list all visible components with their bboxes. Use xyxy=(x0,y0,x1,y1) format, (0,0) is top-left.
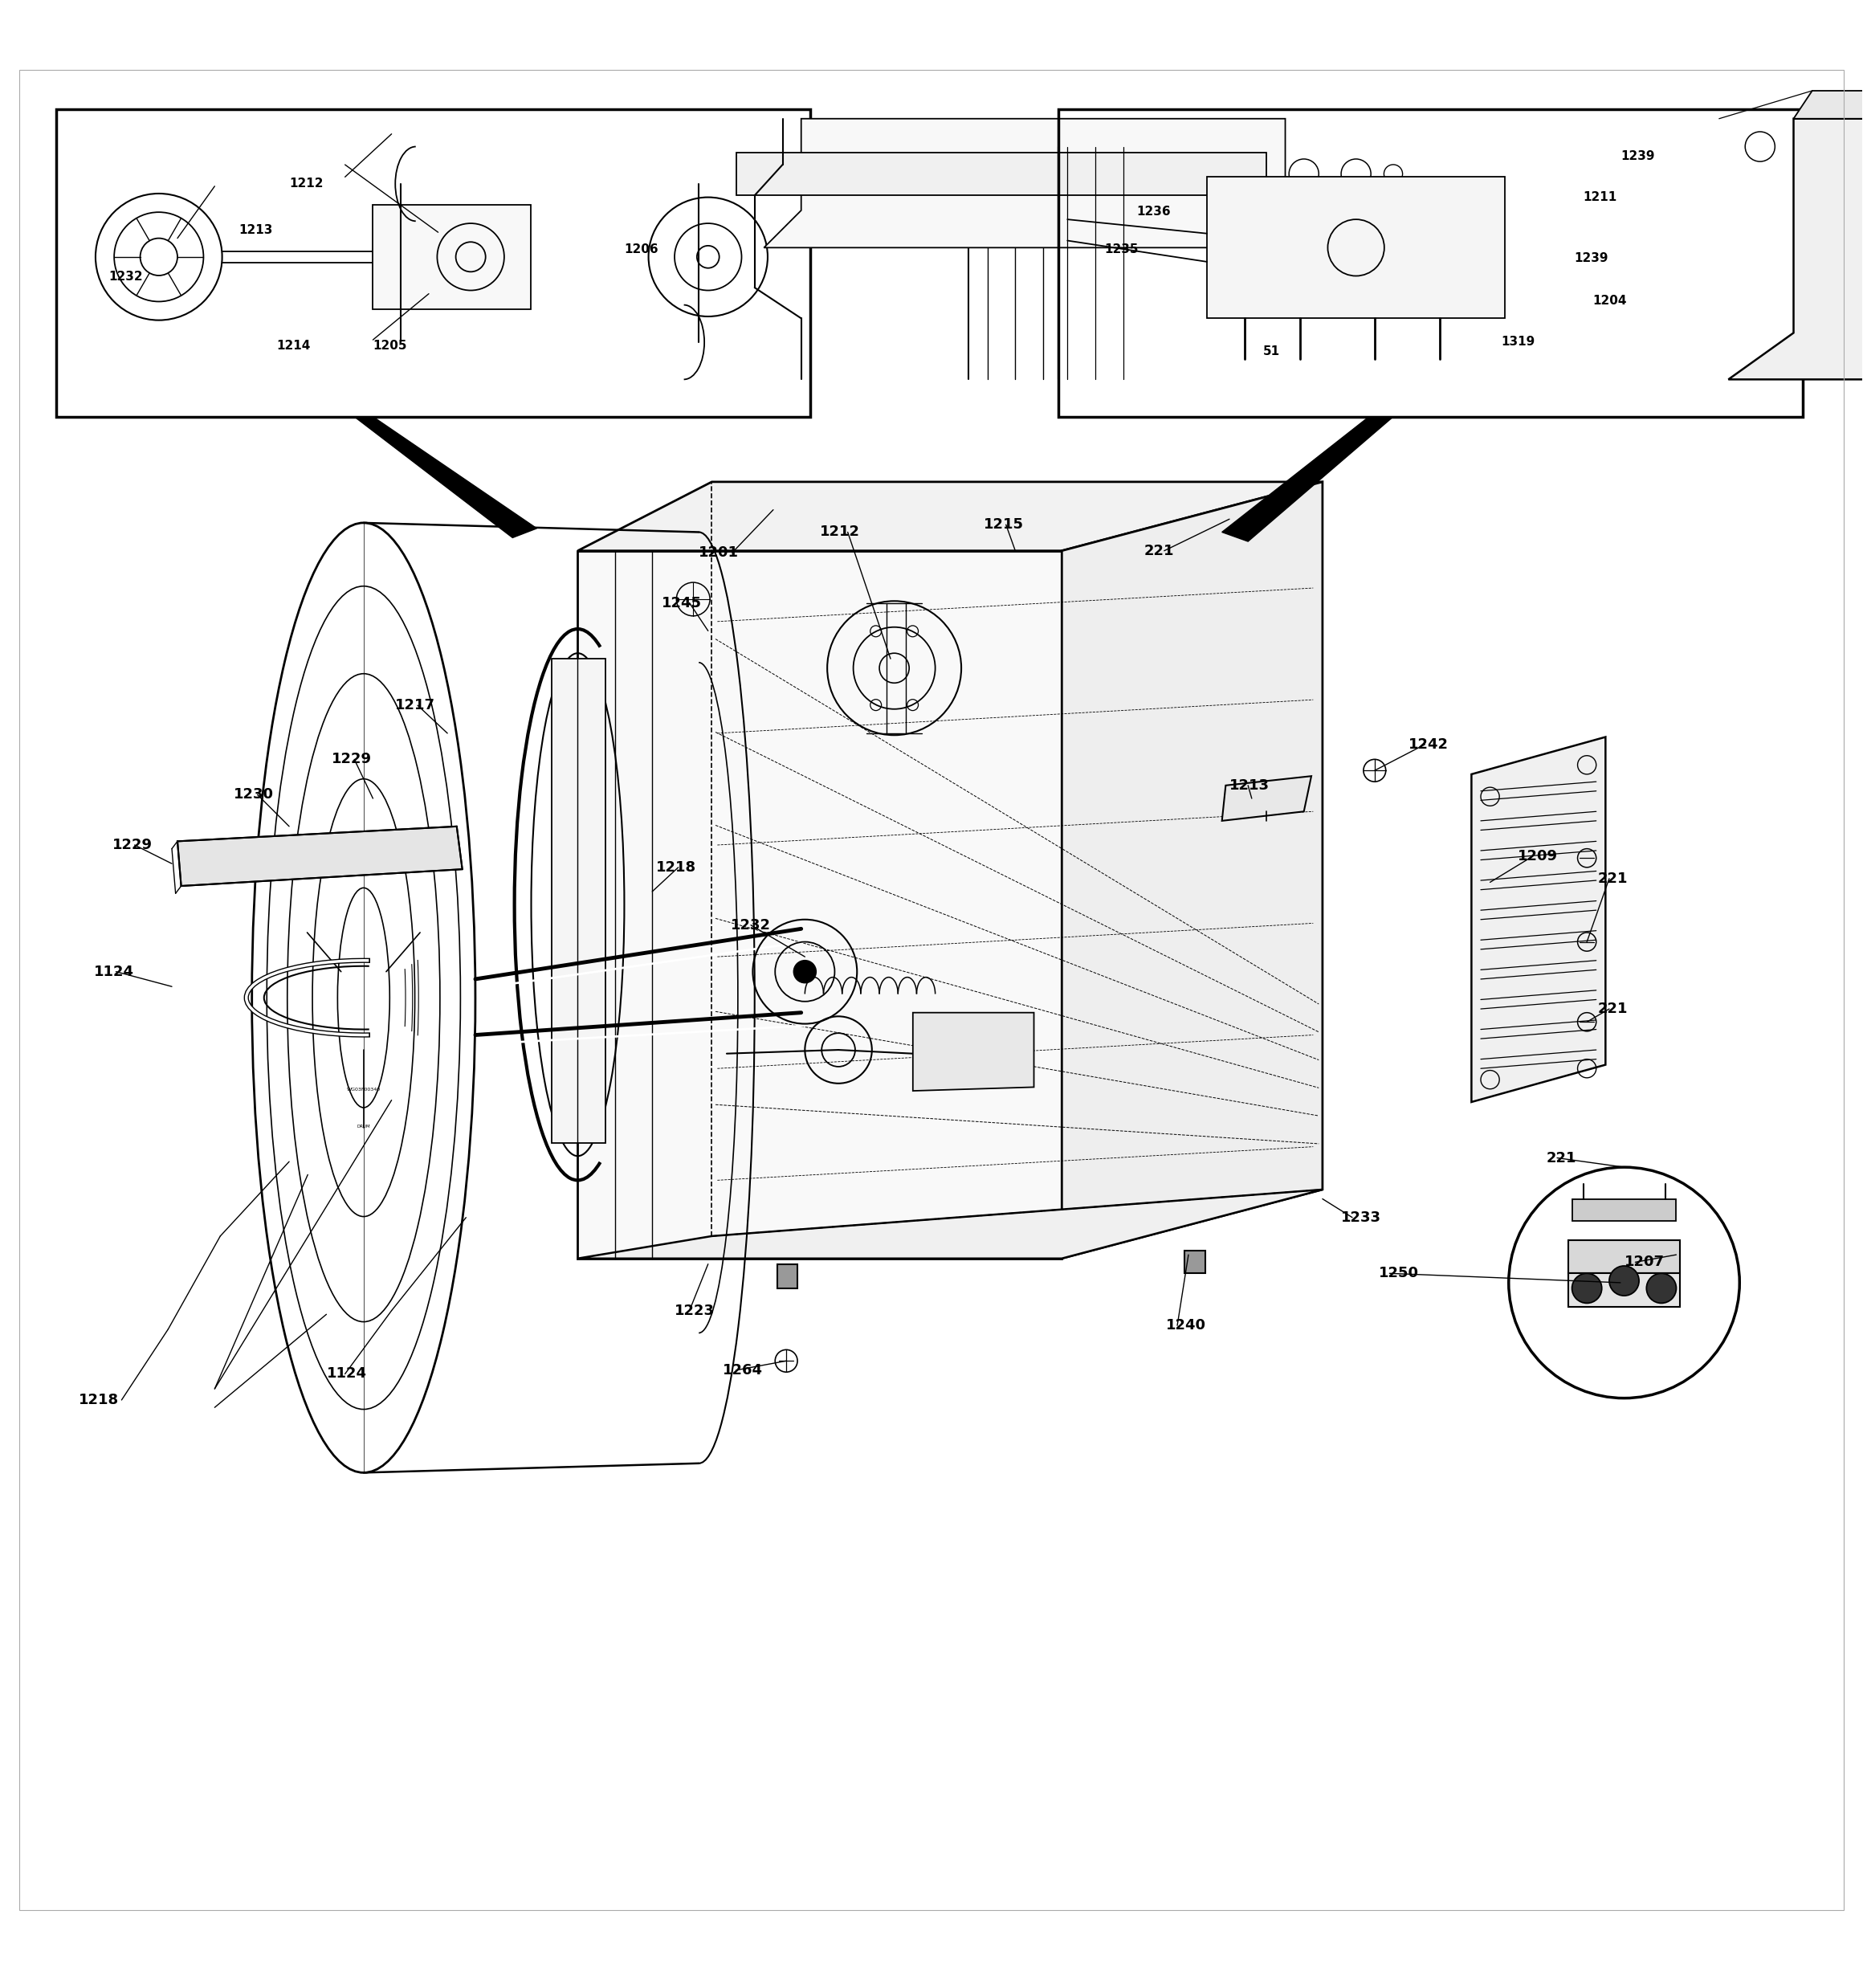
Text: 1250: 1250 xyxy=(1379,1266,1418,1280)
Text: 1204: 1204 xyxy=(1593,294,1626,308)
Text: 1214: 1214 xyxy=(276,340,309,352)
Text: 1217: 1217 xyxy=(395,698,436,712)
Polygon shape xyxy=(1569,1274,1680,1306)
Circle shape xyxy=(1610,1266,1639,1296)
Polygon shape xyxy=(736,153,1267,195)
Polygon shape xyxy=(578,481,1323,551)
Text: 1229: 1229 xyxy=(112,837,153,853)
Circle shape xyxy=(794,960,816,982)
Polygon shape xyxy=(578,1189,1323,1258)
Text: 1235: 1235 xyxy=(1105,243,1138,254)
Text: 1124: 1124 xyxy=(93,964,134,978)
Text: 221: 221 xyxy=(1144,543,1174,559)
Text: 1232: 1232 xyxy=(730,918,771,932)
Polygon shape xyxy=(777,1264,797,1288)
Polygon shape xyxy=(1207,177,1505,318)
Polygon shape xyxy=(578,551,1062,1258)
Text: DRUM: DRUM xyxy=(358,1125,371,1129)
Text: 1230: 1230 xyxy=(233,787,274,801)
Text: 1212: 1212 xyxy=(820,525,861,539)
Polygon shape xyxy=(1222,775,1312,821)
Text: 1232: 1232 xyxy=(108,270,143,282)
Text: 1239: 1239 xyxy=(1621,149,1654,161)
Text: 51: 51 xyxy=(1263,346,1280,358)
Text: 1213: 1213 xyxy=(238,225,272,237)
Text: 1211: 1211 xyxy=(1584,191,1617,203)
Text: WG03F00340: WG03F00340 xyxy=(347,1087,380,1091)
Text: 1209: 1209 xyxy=(1518,849,1557,863)
Polygon shape xyxy=(1185,1250,1205,1274)
Polygon shape xyxy=(1572,1199,1677,1221)
Text: 1124: 1124 xyxy=(326,1366,367,1382)
Text: 1218: 1218 xyxy=(78,1394,119,1408)
Text: 1239: 1239 xyxy=(1574,252,1608,264)
Polygon shape xyxy=(1729,119,1863,380)
Text: 1245: 1245 xyxy=(661,596,702,610)
Bar xyxy=(56,109,810,417)
Polygon shape xyxy=(551,658,605,1143)
Text: 1215: 1215 xyxy=(984,517,1025,533)
Polygon shape xyxy=(913,1012,1034,1091)
Polygon shape xyxy=(373,205,531,308)
Text: 221: 221 xyxy=(1598,871,1628,887)
Bar xyxy=(1058,109,1803,417)
Text: 1319: 1319 xyxy=(1502,336,1535,348)
Polygon shape xyxy=(1062,481,1323,1258)
Circle shape xyxy=(1572,1274,1602,1304)
Text: 1212: 1212 xyxy=(289,177,324,191)
Text: 1229: 1229 xyxy=(332,751,373,767)
Text: 1207: 1207 xyxy=(1625,1254,1664,1270)
Polygon shape xyxy=(1222,417,1394,541)
Text: 1242: 1242 xyxy=(1408,738,1448,751)
Text: 1233: 1233 xyxy=(1341,1211,1380,1225)
Text: 1218: 1218 xyxy=(656,861,697,875)
Text: 1223: 1223 xyxy=(674,1304,715,1318)
Text: 1205: 1205 xyxy=(373,340,406,352)
Text: 221: 221 xyxy=(1598,1002,1628,1016)
Text: 1206: 1206 xyxy=(624,243,658,254)
Text: 1240: 1240 xyxy=(1166,1318,1205,1332)
Polygon shape xyxy=(1569,1241,1680,1274)
Text: 1201: 1201 xyxy=(699,545,740,561)
Polygon shape xyxy=(1794,91,1863,119)
Text: 1264: 1264 xyxy=(723,1364,764,1378)
Text: 1236: 1236 xyxy=(1136,207,1170,219)
Circle shape xyxy=(1647,1274,1677,1304)
Text: 1213: 1213 xyxy=(1230,777,1269,793)
Text: 221: 221 xyxy=(1546,1151,1576,1165)
Polygon shape xyxy=(1472,738,1606,1101)
Polygon shape xyxy=(354,417,537,537)
Polygon shape xyxy=(764,119,1285,248)
Polygon shape xyxy=(177,827,462,887)
